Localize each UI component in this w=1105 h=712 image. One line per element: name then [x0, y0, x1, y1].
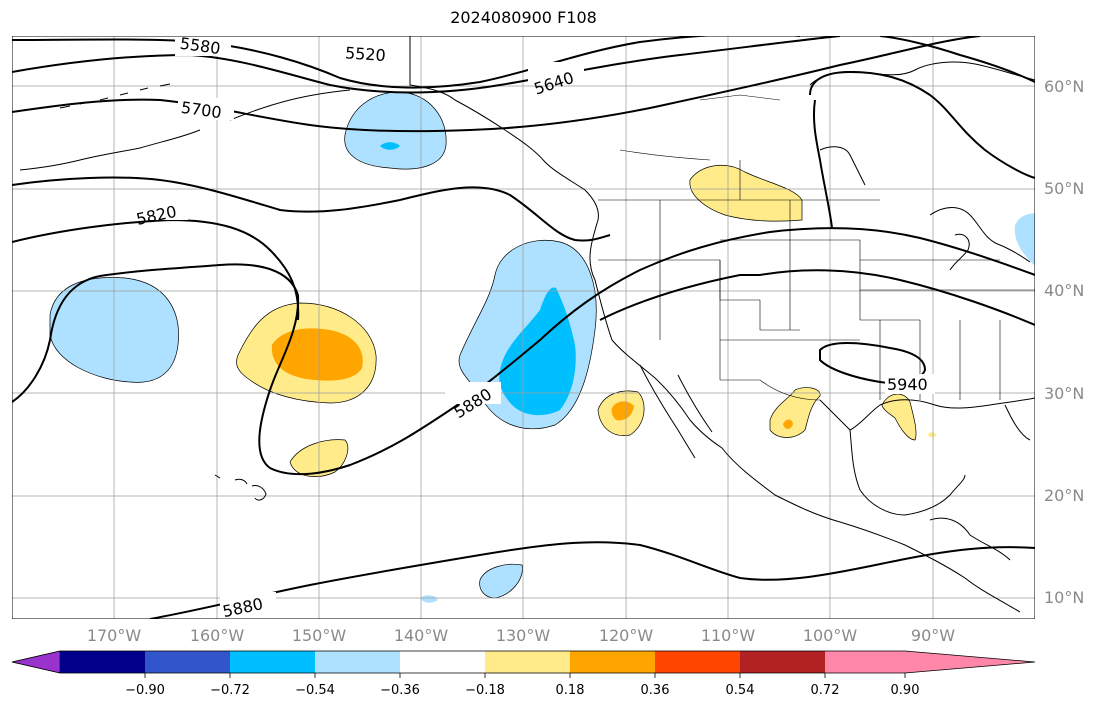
lat-label: 20°N — [1044, 486, 1085, 505]
shade-area — [770, 387, 821, 438]
colorbar-tick-label: 0.18 — [555, 683, 585, 698]
height-contours — [12, 36, 1035, 619]
colorbar-tick-label: −0.72 — [210, 683, 250, 698]
lon-label: 160°W — [189, 626, 245, 645]
lon-label: 130°W — [495, 626, 551, 645]
shade-area — [783, 419, 793, 429]
lat-label: 60°N — [1044, 77, 1085, 96]
shade-area — [271, 328, 363, 381]
colorbar-under-arrow — [11, 650, 61, 674]
colorbar-over-arrow — [905, 651, 1035, 673]
contour-labels: 5580 5520 5640 5700 5820 5880 5940 5880 — [132, 34, 935, 619]
colorbar-segment — [145, 651, 230, 673]
lon-label: 100°W — [802, 626, 858, 645]
colorbar-tick-label: 0.72 — [810, 683, 840, 698]
shade-area — [1014, 213, 1035, 266]
contour-label: 5520 — [344, 43, 386, 65]
shade-area — [928, 432, 936, 438]
colorbar-tick-label: 0.36 — [640, 683, 670, 698]
lat-label: 30°N — [1044, 384, 1085, 403]
colorbar-tick-label: −0.36 — [380, 683, 420, 698]
colorbar — [11, 650, 1036, 678]
colorbar-tick-label: 0.54 — [725, 683, 755, 698]
colorbar-segment — [485, 651, 570, 673]
lat-label: 40°N — [1044, 281, 1085, 300]
colorbar-segment — [570, 651, 655, 673]
shade-area — [611, 401, 634, 421]
shade-area — [420, 595, 438, 603]
colorbar-tick-label: 0.90 — [890, 683, 920, 698]
map-panel: 5580 5520 5640 5700 5820 5880 5940 5880 — [12, 34, 1035, 619]
shaded-regions — [50, 92, 1035, 603]
shade-area — [380, 142, 400, 150]
colorbar-segment — [655, 651, 740, 673]
shade-area — [882, 394, 917, 440]
colorbar-segment — [315, 651, 400, 673]
lon-label: 140°W — [393, 626, 449, 645]
colorbar-tick-label: −0.18 — [465, 683, 505, 698]
colorbar-segment — [230, 651, 315, 673]
coastlines — [19, 36, 1035, 613]
shade-area — [499, 287, 576, 416]
colorbar-tick-label: −0.54 — [295, 683, 335, 698]
gridlines — [12, 36, 1035, 619]
shade-area — [689, 165, 802, 222]
lon-label: 110°W — [700, 626, 756, 645]
lat-label: 50°N — [1044, 179, 1085, 198]
map-title: 2024080900 F108 — [450, 8, 597, 27]
contour-label: 5940 — [887, 375, 928, 394]
lat-label: 10°N — [1044, 588, 1085, 607]
lon-label: 170°W — [86, 626, 142, 645]
state-borders — [598, 94, 1035, 401]
colorbar-segment — [825, 651, 905, 673]
lon-label: 150°W — [291, 626, 347, 645]
lon-label: 90°W — [910, 626, 956, 645]
contour-label: 5580 — [179, 34, 222, 58]
lon-label: 120°W — [598, 626, 654, 645]
colorbar-segment — [60, 651, 145, 673]
colorbar-segment — [400, 651, 485, 673]
colorbar-tick-label: −0.90 — [125, 683, 165, 698]
colorbar-segment — [740, 651, 825, 673]
